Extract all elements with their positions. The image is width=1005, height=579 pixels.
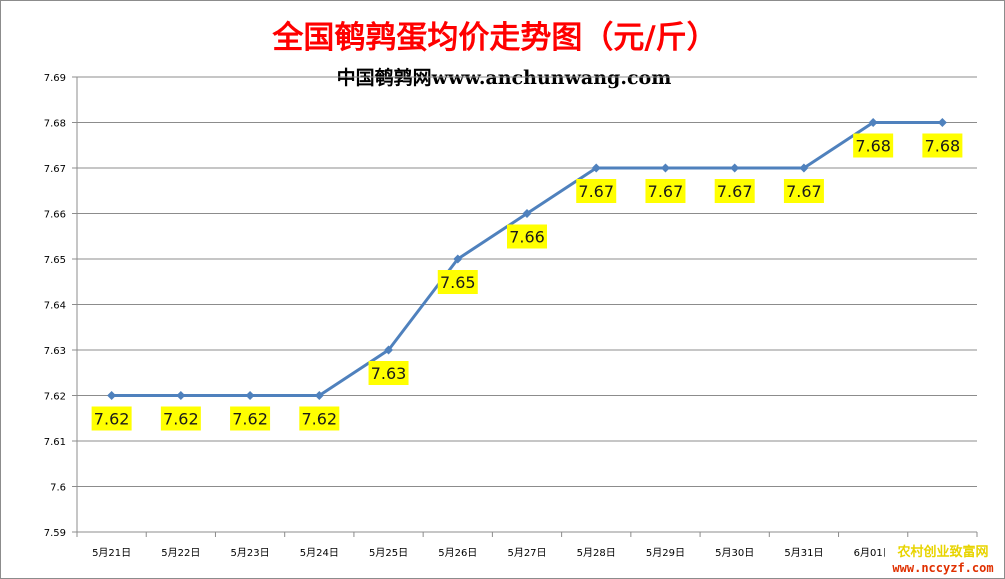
data-label: 7.63 bbox=[368, 361, 409, 385]
y-tick-label: 7.63 bbox=[44, 346, 66, 357]
data-label-text: 7.68 bbox=[925, 137, 961, 156]
chart-title: 全国鹌鹑蛋均价走势图（元/斤） bbox=[271, 20, 717, 56]
data-label-text: 7.62 bbox=[94, 410, 130, 429]
data-point-marker bbox=[176, 391, 186, 400]
data-point-marker bbox=[799, 163, 809, 173]
data-label-text: 7.67 bbox=[786, 182, 822, 201]
data-label: 7.65 bbox=[437, 270, 478, 294]
data-point-marker bbox=[730, 163, 740, 173]
x-tick-label: 5月26日 bbox=[438, 547, 477, 559]
data-label-background bbox=[576, 179, 617, 203]
y-tick-label: 7.69 bbox=[44, 73, 66, 84]
data-label-background bbox=[160, 406, 201, 431]
data-label-text: 7.63 bbox=[371, 364, 407, 383]
data-label-text: 7.62 bbox=[163, 410, 199, 429]
data-label-text: 7.67 bbox=[717, 182, 753, 201]
x-axis-tick-labels: 5月21日 5月22日 5月23日 5月24日 5月25日 5月26日 5月27日 5月28日… bbox=[92, 547, 962, 559]
data-point-marker bbox=[660, 163, 670, 173]
y-tick-label: 7.66 bbox=[44, 210, 66, 221]
gridlines bbox=[77, 76, 977, 487]
data-label: 7.66 bbox=[507, 224, 547, 249]
data-label-text: 7.62 bbox=[301, 410, 337, 429]
data-point-marker bbox=[453, 254, 463, 264]
data-label-background bbox=[437, 270, 478, 294]
data-label: 7.68 bbox=[853, 133, 894, 158]
data-label-text: 7.62 bbox=[232, 410, 268, 429]
x-tick-label: 5月31日 bbox=[784, 547, 823, 559]
data-label: 7.67 bbox=[576, 179, 617, 203]
y-tick-label: 7.64 bbox=[44, 301, 66, 312]
data-label-background bbox=[714, 179, 755, 203]
watermark-url: www.nccyzf.com bbox=[892, 561, 993, 575]
x-tick-label: 5月21日 bbox=[92, 547, 131, 559]
x-tick-label: 5月30日 bbox=[715, 547, 754, 559]
data-label-text: 7.67 bbox=[578, 182, 614, 201]
y-tick-label: 7.67 bbox=[44, 164, 66, 175]
data-label-background bbox=[507, 224, 547, 249]
y-tick-label: 7.65 bbox=[44, 255, 66, 266]
data-point-marker bbox=[107, 391, 117, 400]
x-tick-label: 5月25日 bbox=[369, 547, 408, 559]
data-label: 7.62 bbox=[160, 406, 201, 431]
data-label-background bbox=[783, 179, 824, 203]
data-point-marker bbox=[868, 118, 878, 127]
data-markers bbox=[107, 118, 947, 400]
data-label-text: 7.67 bbox=[648, 182, 684, 201]
x-tick-label: 6月01日 bbox=[854, 547, 893, 559]
data-labels: 7.62 7.62 7.62 7.62 7.63 7.65 7.66 7.67 7.67 7.67… bbox=[91, 133, 963, 431]
data-label-background bbox=[368, 361, 409, 385]
x-tick-label: 5月27日 bbox=[507, 547, 546, 559]
data-point-marker bbox=[522, 209, 532, 218]
data-label: 7.68 bbox=[922, 133, 963, 158]
data-label-background bbox=[230, 406, 271, 431]
axes bbox=[72, 76, 978, 537]
data-point-marker bbox=[314, 391, 324, 400]
data-label-background bbox=[922, 133, 963, 158]
data-label: 7.67 bbox=[645, 179, 686, 203]
watermark-site-name: 农村创业致富网 bbox=[896, 544, 988, 560]
data-point-marker bbox=[591, 163, 601, 173]
data-label: 7.62 bbox=[91, 406, 132, 431]
y-tick-label: 7.6 bbox=[50, 483, 66, 494]
y-tick-label: 7.59 bbox=[44, 528, 66, 539]
y-tick-label: 7.62 bbox=[44, 392, 66, 403]
data-point-marker bbox=[937, 118, 947, 127]
data-label-background bbox=[299, 406, 340, 431]
data-label: 7.62 bbox=[230, 406, 271, 431]
data-label-text: 7.66 bbox=[509, 228, 545, 247]
watermark: 农村创业致富网 www.nccyzf.com bbox=[885, 541, 1001, 577]
data-label-text: 7.68 bbox=[855, 137, 891, 156]
data-label-background bbox=[645, 179, 686, 203]
y-tick-label: 7.61 bbox=[44, 437, 66, 448]
x-tick-label: 5月22日 bbox=[161, 547, 200, 559]
data-point-marker bbox=[384, 345, 394, 355]
data-label: 7.67 bbox=[783, 179, 824, 203]
data-label-text: 7.65 bbox=[440, 273, 476, 292]
x-tick-label: 5月28日 bbox=[577, 547, 616, 559]
y-axis-tick-labels: 7.59 7.6 7.61 7.62 7.63 7.64 7.65 7.66 7.67 7.68 7… bbox=[44, 73, 66, 539]
x-tick-label: 5月24日 bbox=[300, 547, 339, 559]
data-point-marker bbox=[245, 391, 255, 400]
x-tick-label: 5月23日 bbox=[231, 547, 270, 559]
data-label-background bbox=[91, 406, 132, 431]
data-label-background bbox=[853, 133, 894, 158]
x-tick-label: 5月29日 bbox=[646, 547, 685, 559]
data-label: 7.62 bbox=[299, 406, 340, 431]
y-tick-label: 7.68 bbox=[44, 119, 66, 130]
data-label: 7.67 bbox=[714, 179, 755, 203]
